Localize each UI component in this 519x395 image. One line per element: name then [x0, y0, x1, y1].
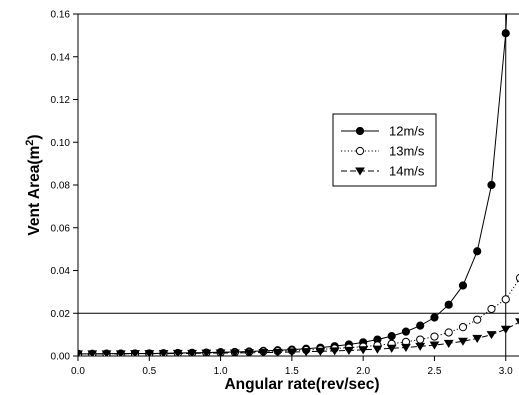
data-point [430, 332, 439, 341]
data-point [343, 346, 354, 355]
legend-marker [355, 167, 365, 176]
data-point [258, 349, 269, 356]
data-point [487, 304, 496, 314]
x-tick-label: 0.0 [71, 366, 85, 377]
x-tick-label: 2.0 [356, 366, 370, 377]
data-point [444, 300, 453, 309]
y-axis-title-main: Vent Area(m [26, 146, 43, 236]
data-point [429, 341, 440, 350]
data-point [500, 325, 511, 334]
data-point [458, 281, 468, 290]
data-point [458, 323, 468, 332]
data-point [515, 318, 519, 325]
y-tick-label: 0.10 [51, 138, 71, 149]
data-point [472, 334, 483, 344]
data-point [172, 349, 183, 356]
legend: 12m/s 13m/s 14m/s [332, 113, 437, 187]
series-13m-s [78, 274, 519, 356]
data-point [187, 349, 197, 356]
data-point [401, 327, 411, 336]
series-12m-s [78, 14, 510, 356]
data-point [372, 345, 383, 354]
legend-label: 14m/s [389, 164, 425, 179]
data-point [244, 349, 255, 356]
legend-box [332, 113, 437, 187]
data-point [78, 350, 83, 356]
data-point [87, 350, 98, 356]
data-point [387, 332, 396, 341]
y-tick-label: 0.16 [51, 10, 71, 21]
y-tick-label: 0.12 [51, 95, 71, 106]
data-point [286, 348, 297, 356]
data-point [444, 328, 453, 337]
y-tick-label: 0.08 [51, 181, 71, 192]
data-point [358, 346, 369, 355]
data-point [473, 247, 482, 256]
data-point [144, 350, 155, 356]
data-point [473, 315, 482, 324]
data-point [315, 347, 326, 356]
data-point [430, 313, 439, 322]
y-axis-title-superscript: 2 [24, 140, 36, 146]
x-tick-label: 1.5 [285, 366, 299, 377]
data-point [501, 29, 510, 38]
data-point [386, 344, 397, 353]
data-point [458, 337, 468, 346]
data-point [416, 321, 425, 330]
legend-label: 12m/s [389, 124, 425, 139]
series-line [78, 14, 508, 355]
x-tick-label: 2.5 [427, 366, 441, 377]
data-point [229, 349, 240, 356]
data-point [515, 274, 519, 282]
data-point [115, 350, 126, 356]
data-point [401, 343, 411, 353]
data-point [201, 349, 212, 356]
data-point [501, 295, 510, 304]
series-line [78, 278, 519, 355]
legend-label: 13m/s [389, 144, 425, 159]
x-tick-label: 3.0 [499, 366, 513, 377]
data-point [215, 349, 226, 356]
y-tick-label: 0.14 [51, 52, 71, 63]
data-point [416, 335, 425, 344]
x-tick-label: 0.5 [142, 366, 156, 377]
data-point [272, 348, 283, 356]
data-point [487, 180, 496, 190]
legend-marker [355, 146, 365, 156]
data-point [486, 331, 497, 340]
svg-text:Vent Area(m2): Vent Area(m2) [24, 134, 43, 235]
y-tick-label: 0.02 [51, 309, 71, 320]
y-axis-title-close: ) [26, 134, 43, 139]
data-point [101, 350, 112, 356]
data-point [329, 347, 340, 356]
data-point [158, 350, 169, 356]
series-14m-s [78, 318, 519, 356]
legend-marker [355, 126, 365, 136]
data-point [443, 339, 454, 348]
y-tick-label: 0.04 [51, 266, 71, 277]
data-point [301, 348, 312, 356]
y-axis-title: Vent Area(m2) [24, 134, 43, 235]
y-tick-label: 0.00 [51, 352, 71, 363]
x-tick-label: 1.0 [214, 366, 228, 377]
data-point [130, 350, 140, 356]
y-tick-label: 0.06 [51, 223, 71, 234]
data-point [415, 342, 426, 351]
x-axis-title: Angular rate(rev/sec) [224, 376, 379, 393]
